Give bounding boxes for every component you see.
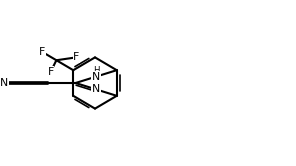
Text: F: F [73,52,80,62]
Text: H: H [93,66,99,75]
Text: F: F [39,47,45,57]
Text: N: N [0,78,8,88]
Text: F: F [48,67,54,77]
Text: N: N [92,72,100,82]
Text: N: N [92,84,100,94]
